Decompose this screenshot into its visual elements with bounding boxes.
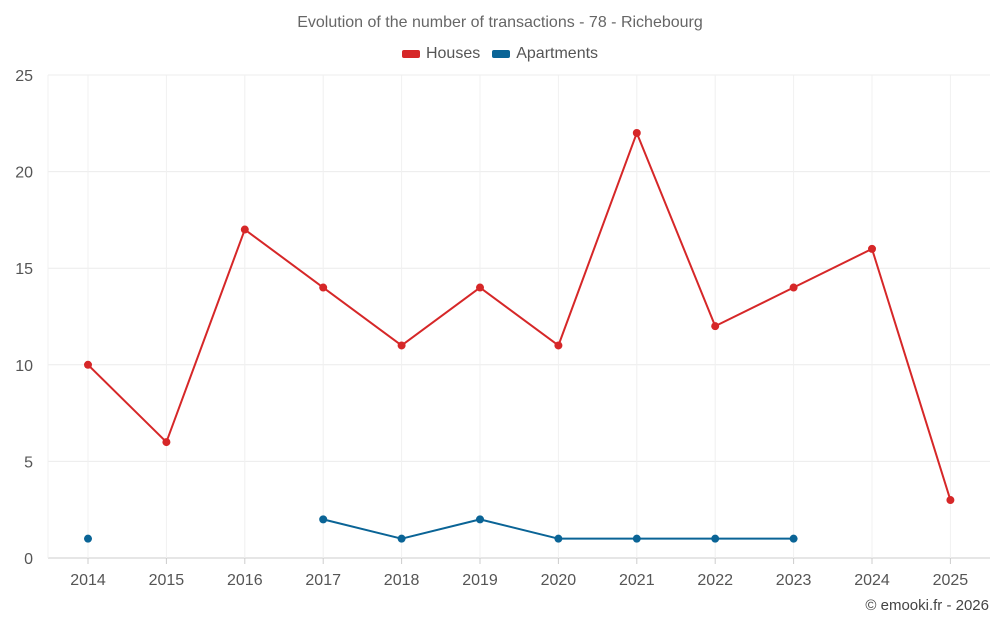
data-point-houses <box>319 283 328 292</box>
data-point-apartments <box>319 515 328 524</box>
x-tick-label: 2014 <box>70 572 106 589</box>
data-point-apartments <box>84 534 92 543</box>
x-tick-label: 2018 <box>384 572 420 589</box>
series-line-houses <box>87 131 952 501</box>
x-tick-label: 2025 <box>933 572 969 589</box>
data-point-apartments <box>711 534 720 543</box>
data-point-houses <box>946 496 955 505</box>
data-point-houses <box>397 341 406 350</box>
y-tick-label: 15 <box>15 261 33 278</box>
x-tick-label: 2020 <box>541 572 577 589</box>
credit-text: © emooki.fr - 2026 <box>865 597 989 614</box>
data-point-apartments <box>476 515 484 524</box>
data-point-houses <box>868 244 876 253</box>
y-tick-label: 25 <box>15 68 33 85</box>
legend-swatch-houses <box>401 50 420 58</box>
x-tick-label: 2023 <box>776 572 812 589</box>
x-tick-label: 2016 <box>227 572 263 589</box>
y-tick-label: 0 <box>24 551 33 568</box>
data-point-houses <box>554 341 563 350</box>
data-point-houses <box>711 322 720 331</box>
x-tick-label: 2015 <box>149 572 185 589</box>
x-tick-label: 2021 <box>619 572 655 589</box>
legend-label-apartments: Apartments <box>516 45 599 62</box>
legend-item-houses[interactable]: Houses <box>401 45 481 63</box>
x-tick-label: 2022 <box>697 572 733 589</box>
data-point-houses <box>240 225 249 234</box>
x-tick-label: 2024 <box>854 572 890 589</box>
data-point-apartments <box>632 534 641 543</box>
data-point-houses <box>476 283 484 292</box>
data-point-apartments <box>397 534 406 543</box>
legend-label-houses: Houses <box>425 45 481 62</box>
data-point-houses <box>84 360 92 369</box>
x-tick-label: 2019 <box>462 572 498 589</box>
legend-swatch-apartments <box>492 50 511 58</box>
legend: Houses Apartments <box>0 45 1000 63</box>
y-tick-label: 10 <box>15 358 33 375</box>
data-point-apartments <box>789 534 798 543</box>
data-point-apartments <box>554 534 563 543</box>
data-point-houses <box>632 128 641 137</box>
y-tick-label: 20 <box>15 165 33 182</box>
x-tick-label: 2017 <box>305 572 341 589</box>
data-point-houses <box>162 438 171 447</box>
chart-title: Evolution of the number of transactions … <box>297 14 703 31</box>
data-point-houses <box>789 283 798 292</box>
y-tick-label: 5 <box>24 454 33 471</box>
legend-item-apartments[interactable]: Apartments <box>492 45 598 63</box>
